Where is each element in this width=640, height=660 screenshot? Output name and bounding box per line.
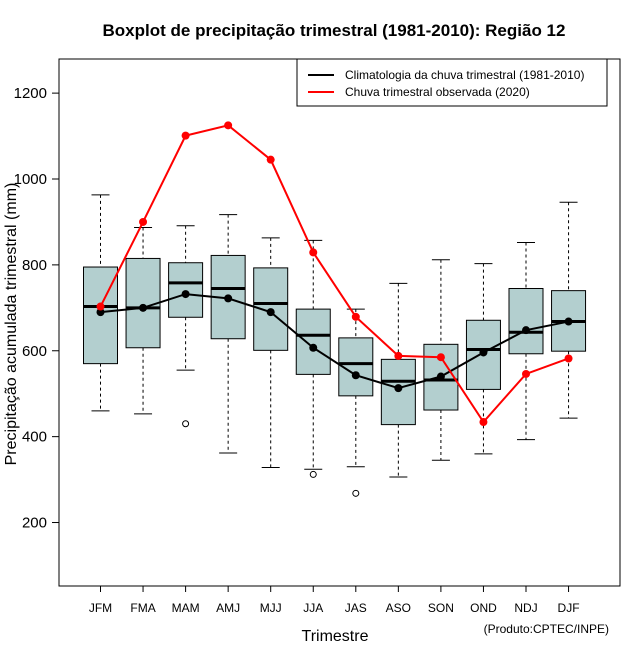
x-tick-label: JAS xyxy=(345,601,367,615)
box-jja xyxy=(295,239,331,478)
climatology-point xyxy=(351,371,360,380)
climatology-point xyxy=(436,372,445,381)
observed-point xyxy=(96,302,105,311)
box-mam xyxy=(168,225,204,428)
y-tick-label: 400 xyxy=(22,429,47,446)
legend-label-observed: Chuva trimestral observada (2020) xyxy=(345,85,530,99)
x-tick-label: OND xyxy=(470,601,497,615)
observed-point xyxy=(309,248,318,257)
y-tick-label: 1000 xyxy=(14,171,47,188)
outlier-point xyxy=(309,470,317,478)
x-tick-label: NDJ xyxy=(514,601,537,615)
y-tick-label: 800 xyxy=(22,257,47,274)
x-tick-label: JJA xyxy=(303,601,323,615)
observed-point xyxy=(139,217,148,226)
observed-point xyxy=(479,418,488,427)
box-ndj xyxy=(508,242,544,441)
x-tick-label: MJJ xyxy=(260,601,282,615)
observed-point xyxy=(394,351,403,360)
product-credit: (Produto:CPTEC/INPE) xyxy=(484,622,609,636)
box-aso xyxy=(380,282,416,478)
x-tick-label: DJF xyxy=(558,601,580,615)
x-tick-label: MAM xyxy=(172,601,200,615)
climatology-point xyxy=(522,326,530,335)
box-iqr xyxy=(168,262,204,318)
observed-point xyxy=(351,312,360,321)
x-axis-label: Trimestre xyxy=(302,628,369,645)
box-mjj xyxy=(253,237,289,469)
y-axis-label: Precipitação acumulada trimestral (mm) xyxy=(3,183,20,466)
box-iqr xyxy=(508,287,544,355)
observed-point xyxy=(522,369,530,378)
x-axis: JFM FMA MAM AMJ MJJ JJA JAS ASO SON OND NDJ DJF xyxy=(89,586,580,615)
x-tick-label: FMA xyxy=(130,601,155,615)
observed-point xyxy=(564,354,573,363)
chart-title: Boxplot de precipitação trimestral (1981… xyxy=(103,21,566,40)
climatology-point xyxy=(224,294,233,303)
box-iqr xyxy=(125,257,161,349)
y-tick-label: 600 xyxy=(22,343,47,360)
legend: Climatologia da chuva trimestral (1981-2… xyxy=(296,58,608,107)
box-layer xyxy=(83,194,587,497)
legend-box xyxy=(296,58,608,107)
outlier-point xyxy=(182,420,190,428)
climatology-point xyxy=(266,308,275,317)
climatology-point xyxy=(181,290,190,299)
box-iqr xyxy=(295,308,331,375)
y-tick-label: 200 xyxy=(22,515,47,532)
box-jas xyxy=(338,308,374,497)
observed-point xyxy=(266,155,275,164)
x-tick-label: JFM xyxy=(89,601,112,615)
box-fma xyxy=(125,227,161,415)
climatology-point xyxy=(564,317,573,326)
climatology-point xyxy=(394,384,403,393)
observed-point xyxy=(181,131,190,140)
outlier-point xyxy=(352,489,360,497)
series-layer xyxy=(96,121,573,427)
x-tick-label: SON xyxy=(428,601,454,615)
observed-line xyxy=(99,124,569,424)
climatology-point xyxy=(479,348,488,357)
observed-point xyxy=(436,353,445,362)
observed-point xyxy=(224,121,233,130)
climatology-point xyxy=(139,303,148,312)
box-djf xyxy=(551,201,587,419)
climatology-point xyxy=(96,308,105,317)
y-axis: 200 400 600 800 1000 1200 xyxy=(14,85,59,532)
x-tick-label: AMJ xyxy=(216,601,240,615)
climatology-point xyxy=(309,343,318,352)
climatology-line xyxy=(100,293,569,390)
legend-label-climatology: Climatologia da chuva trimestral (1981-2… xyxy=(345,68,584,82)
y-tick-label: 1200 xyxy=(14,85,47,102)
x-tick-label: ASO xyxy=(386,601,411,615)
box-amj xyxy=(210,214,246,454)
